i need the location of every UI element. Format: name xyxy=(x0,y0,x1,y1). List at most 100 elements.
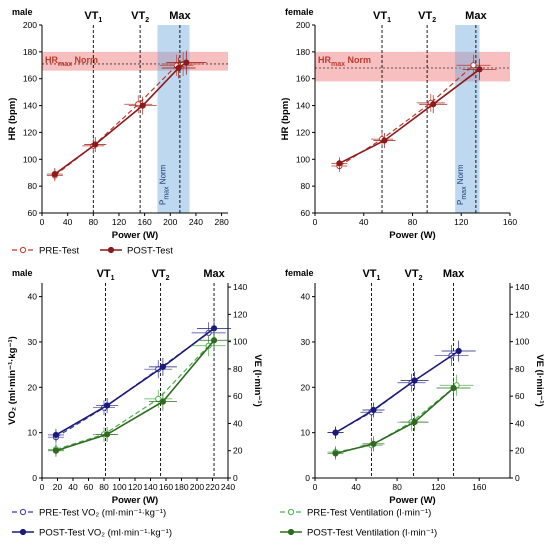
y-tick-label: 160 xyxy=(296,74,310,84)
x-tick-label: 160 xyxy=(472,482,486,492)
threshold-label: VT2 xyxy=(405,268,423,282)
legend-label: PRE-Test VO₂ (ml·min⁻¹·kg⁻¹) xyxy=(39,508,166,519)
series-line xyxy=(55,339,215,452)
y-axis-right-label: VE (l·min⁻¹) xyxy=(252,354,263,407)
x-tick-label: 240 xyxy=(221,482,235,492)
data-point xyxy=(139,102,146,109)
y-right-tick-label: 20 xyxy=(515,446,525,456)
x-tick-label: 80 xyxy=(392,482,402,492)
data-point xyxy=(210,337,218,344)
legend-item: PRE-Test xyxy=(12,246,79,257)
data-point xyxy=(183,59,190,66)
series-line xyxy=(55,327,215,436)
x-tick-label: 160 xyxy=(503,217,517,227)
data-point xyxy=(159,398,166,405)
chart-vo2-female: female 0 40 80 120 160 0 10 20 30 40 0 20 40 60 80 100 12… xyxy=(285,268,545,506)
y-tick-label: 30 xyxy=(28,337,38,347)
series-post xyxy=(46,50,207,181)
y-right-tick-label: 20 xyxy=(233,446,243,456)
hrmax-norm-label: HRmax Norm xyxy=(45,55,98,68)
x-tick-label: 60 xyxy=(84,482,94,492)
y-tick-label: 20 xyxy=(301,382,311,392)
legend-item: POST-Test Ventilation (l·min⁻¹) xyxy=(280,528,437,539)
chart-hr-female: female HRmax Norm Pmax Norm 0 40 80 120 160 60 80… xyxy=(280,7,517,241)
y-axis-label: HR (bpm) xyxy=(280,98,291,141)
data-point xyxy=(332,429,339,436)
y-tick-label: 60 xyxy=(28,208,38,218)
data-point xyxy=(370,440,377,448)
data-point xyxy=(411,377,418,384)
x-tick-label: 100 xyxy=(112,482,126,492)
pmax-norm-band xyxy=(157,25,190,213)
data-point xyxy=(336,160,343,167)
threshold-label: Max xyxy=(203,268,225,280)
legend-label: PRE-Test Ventilation (l·min⁻¹) xyxy=(307,508,431,519)
x-tick-label: 80 xyxy=(89,217,99,227)
y-tick-label: 120 xyxy=(296,127,310,137)
series-post_ve xyxy=(327,377,471,460)
threshold-label: VT1 xyxy=(97,268,115,282)
series-line xyxy=(339,68,480,165)
y-right-tick-label: 100 xyxy=(515,337,529,347)
x-tick-label: 180 xyxy=(174,482,188,492)
legend-swatch-marker xyxy=(287,508,295,516)
series-pre_ve xyxy=(47,335,226,456)
legend-label: PRE-Test xyxy=(39,246,79,257)
x-axis-label: Power (W) xyxy=(389,495,435,506)
legend-item: PRE-Test VO₂ (ml·min⁻¹·kg⁻¹) xyxy=(12,508,166,519)
chart-hr-male: male HRmax Norm Pmax Norm 0 40 80 120 160 200 240… xyxy=(7,7,229,241)
series-post_vo2 xyxy=(327,340,476,439)
data-point xyxy=(455,347,462,355)
x-tick-label: 40 xyxy=(359,217,369,227)
y-axis-label: HR (bpm) xyxy=(7,98,18,141)
y-right-tick-label: 80 xyxy=(515,364,525,374)
y-tick-label: 80 xyxy=(28,181,38,191)
data-point xyxy=(411,418,418,426)
y-right-tick-label: 40 xyxy=(515,418,525,428)
y-tick-label: 160 xyxy=(23,74,37,84)
y-right-tick-label: 60 xyxy=(233,391,243,401)
x-tick-label: 120 xyxy=(454,217,468,227)
y-tick-label: 140 xyxy=(296,101,310,111)
legend-swatch-marker xyxy=(107,246,115,254)
x-axis-label: Power (W) xyxy=(389,230,435,241)
y-right-tick-label: 0 xyxy=(233,473,238,483)
legend-item: PRE-Test Ventilation (l·min⁻¹) xyxy=(280,508,431,519)
threshold-label: VT1 xyxy=(84,10,102,24)
y-tick-label: 0 xyxy=(305,473,310,483)
x-tick-label: 160 xyxy=(159,482,173,492)
threshold-label: VT2 xyxy=(131,10,149,24)
y-tick-label: 120 xyxy=(23,127,37,137)
y-tick-label: 140 xyxy=(23,101,37,111)
legend-swatch-marker xyxy=(19,528,27,536)
x-tick-label: 240 xyxy=(189,217,203,227)
threshold-label: VT2 xyxy=(418,10,436,24)
x-tick-label: 40 xyxy=(63,217,73,227)
series-line xyxy=(335,387,455,455)
x-tick-label: 20 xyxy=(53,482,63,492)
x-tick-label: 160 xyxy=(138,217,152,227)
y-right-tick-label: 140 xyxy=(515,282,529,292)
y-right-tick-label: 120 xyxy=(515,309,529,319)
data-point xyxy=(52,431,60,439)
x-tick-label: 200 xyxy=(190,482,204,492)
y-tick-label: 40 xyxy=(301,292,311,302)
y-right-tick-label: 120 xyxy=(233,309,247,319)
panel-label: male xyxy=(12,7,33,17)
y-tick-label: 200 xyxy=(296,20,310,30)
x-tick-label: 220 xyxy=(205,482,219,492)
y-tick-label: 180 xyxy=(296,47,310,57)
legend-item: POST-Test xyxy=(100,246,173,257)
threshold-label: Max xyxy=(443,268,465,280)
series-line xyxy=(55,345,210,450)
data-point xyxy=(430,101,437,108)
x-tick-label: 0 xyxy=(313,217,318,227)
legend-item: POST-Test VO₂ (ml·min⁻¹·kg⁻¹) xyxy=(12,528,172,539)
legend-hr: PRE-Test POST-Test xyxy=(12,246,173,257)
x-tick-label: 200 xyxy=(163,217,177,227)
y-tick-label: 10 xyxy=(301,428,311,438)
y-tick-label: 100 xyxy=(23,154,37,164)
x-tick-label: 80 xyxy=(408,217,418,227)
